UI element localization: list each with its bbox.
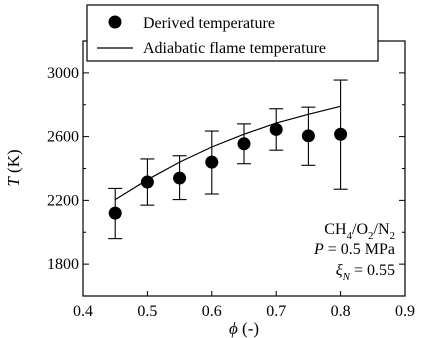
derived-point: [334, 127, 348, 141]
derived-point: [301, 129, 315, 143]
y-tick-label: 2200: [47, 192, 79, 209]
y-tick-label: 2600: [47, 129, 79, 146]
legend: Derived temperature Adiabatic flame temp…: [86, 4, 379, 62]
adiabatic-line: [114, 105, 341, 201]
y-axis-ticks: 1800 2200 2600 3000: [47, 40, 405, 297]
x-axis-label: ϕ (-): [229, 319, 259, 338]
derived-point: [108, 206, 122, 220]
derived-point: [173, 171, 187, 185]
x-tick-label: 0.5: [137, 303, 157, 320]
errorbar-layer: [108, 79, 348, 240]
legend-box: [86, 4, 379, 62]
x-axis-ticks: 0.4 0.5 0.6 0.7 0.8 0.9: [73, 41, 415, 320]
legend-marker-derived: [108, 15, 122, 29]
derived-point: [237, 137, 251, 151]
y-axis-label: T (K): [4, 149, 23, 186]
x-tick-label: 0.4: [73, 303, 93, 320]
y-tick-label: 1800: [47, 256, 79, 273]
adiabatic-line-layer: [114, 105, 341, 201]
annotation-xi: ξN = 0.55: [336, 262, 395, 283]
x-tick-label: 0.7: [266, 303, 286, 320]
y-tick-label: 3000: [47, 65, 79, 82]
x-tick-label: 0.6: [202, 303, 222, 320]
derived-point: [205, 155, 219, 169]
points-layer: [108, 122, 348, 220]
x-tick-label: 0.8: [331, 303, 351, 320]
derived-point: [140, 175, 154, 189]
condition-annotation: CH4/O2/N2 P = 0.5 MPa ξN = 0.55: [313, 221, 395, 283]
legend-label-derived: Derived temperature: [143, 15, 275, 32]
derived-point: [269, 122, 283, 136]
annotation-mixture: CH4/O2/N2: [324, 221, 395, 242]
legend-label-adiabatic: Adiabatic flame temperature: [143, 40, 326, 57]
annotation-pressure: P = 0.5 MPa: [313, 241, 395, 258]
x-tick-label: 0.9: [395, 303, 415, 320]
